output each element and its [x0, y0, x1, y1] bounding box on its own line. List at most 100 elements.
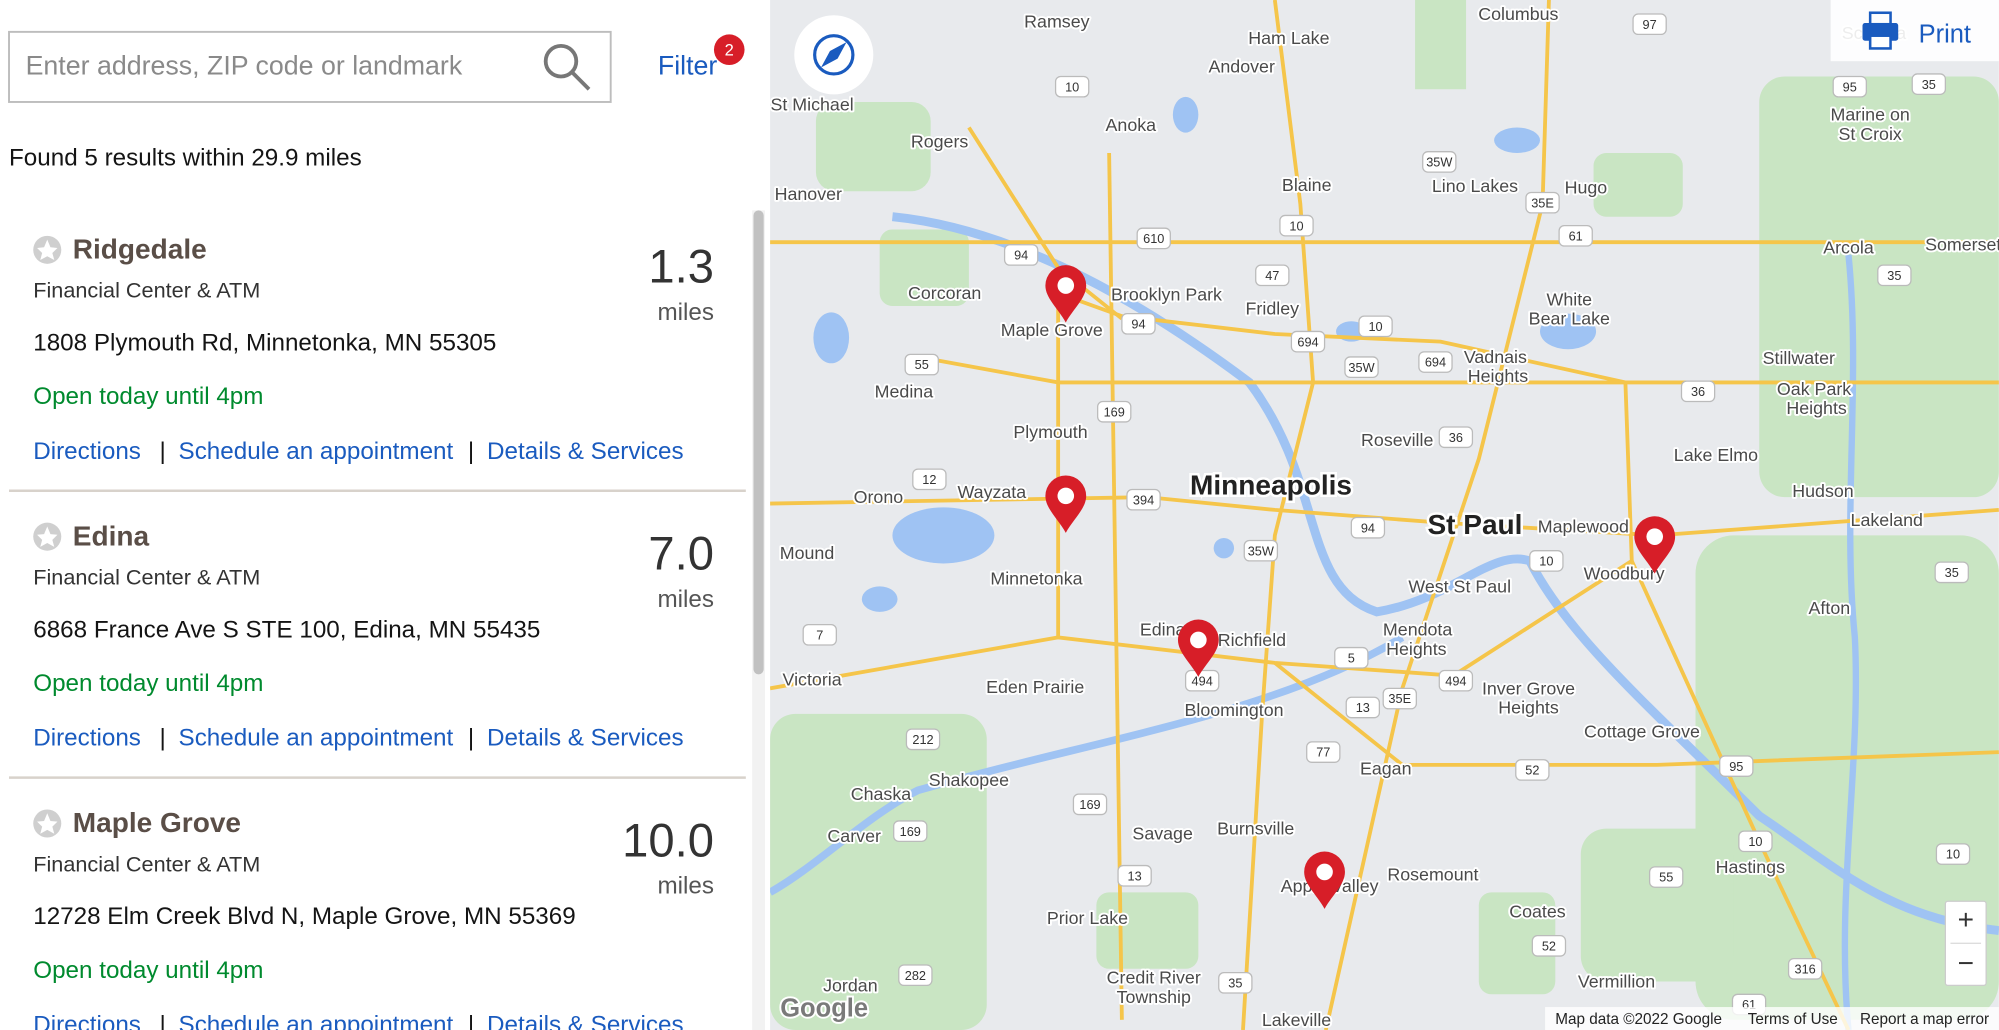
place-label: Medina: [875, 381, 934, 401]
route-shield: [1279, 214, 1314, 237]
place-label: Bear Lake: [1529, 309, 1610, 329]
link-separator: |: [159, 1012, 165, 1030]
route-number: 694: [1297, 334, 1318, 349]
google-logo: Google: [780, 994, 868, 1022]
location-pin[interactable]: [1177, 619, 1219, 677]
pin-dot[interactable]: [1316, 863, 1333, 881]
route-number: 10: [1065, 79, 1079, 94]
location-link[interactable]: Schedule an appointment: [179, 438, 454, 465]
place-label: Carver: [827, 826, 881, 846]
route-shield: [912, 468, 947, 491]
favorite-star-icon[interactable]: [37, 813, 58, 834]
zoom-control[interactable]: + −: [1944, 900, 1987, 987]
route-shield: [1680, 380, 1716, 403]
map[interactable]: [770, 0, 1999, 1030]
place-label: Hanover: [775, 184, 842, 204]
place-label: Plymouth: [1013, 422, 1087, 442]
route-number: 694: [1425, 355, 1446, 370]
location-link[interactable]: Details & Services: [487, 1012, 684, 1030]
route-shield: [1243, 539, 1279, 562]
route-shield: [1832, 75, 1867, 98]
place-label: Hudson: [1792, 481, 1853, 501]
route-shield: [1529, 550, 1564, 572]
route-shield: [1255, 264, 1290, 287]
place-label: Andover: [1208, 56, 1274, 76]
route-number: 394: [1133, 492, 1154, 507]
filter-button[interactable]: Filter: [658, 51, 718, 81]
filter-count: 2: [725, 40, 734, 59]
route-number: 10: [1289, 218, 1303, 233]
place-label: Heights: [1386, 639, 1447, 659]
route-shield: [1738, 830, 1773, 853]
search-placeholder[interactable]: Enter address, ZIP code or landmark: [26, 51, 463, 81]
route-shield: [1934, 561, 1969, 584]
place-label: Anoka: [1106, 115, 1157, 135]
city-label: St Paul: [1427, 509, 1522, 540]
route-number: 35E: [1388, 691, 1411, 706]
place-label: Vadnais: [1464, 347, 1527, 367]
location-address: 12728 Elm Creek Blvd N, Maple Grove, MN …: [33, 903, 575, 930]
location-link[interactable]: Directions: [33, 725, 141, 752]
zoom-in[interactable]: +: [1958, 904, 1974, 935]
place-label: West St Paul: [1408, 576, 1511, 596]
route-number: 10: [1748, 834, 1762, 849]
attribution-text[interactable]: Terms of Use: [1748, 1011, 1838, 1028]
route-shield: [1515, 759, 1550, 781]
location-name[interactable]: Maple Grove: [73, 807, 241, 838]
place-label: Orono: [854, 487, 904, 507]
distance-unit: miles: [657, 873, 714, 900]
place-label: Blaine: [1282, 175, 1332, 195]
route-number: 61: [1569, 228, 1583, 243]
print-button[interactable]: Print: [1830, 0, 1999, 62]
pin-dot[interactable]: [1057, 487, 1075, 505]
route-shield: [1382, 687, 1417, 710]
pin-dot[interactable]: [1646, 528, 1664, 545]
route-number: 169: [900, 824, 921, 839]
print-label[interactable]: Print: [1919, 20, 1971, 48]
place-label: Mound: [780, 543, 835, 563]
location-pin[interactable]: [1045, 475, 1087, 533]
route-number: 55: [915, 357, 929, 372]
place-label: Afton: [1809, 598, 1851, 618]
route-shield: [905, 728, 941, 751]
filter-badge: [713, 34, 745, 66]
place-label: Vermillion: [1578, 972, 1655, 992]
location-link[interactable]: Details & Services: [487, 438, 684, 465]
pin-dot[interactable]: [1190, 631, 1207, 649]
route-shield: [1787, 957, 1823, 980]
place-label: Edina: [1140, 620, 1186, 640]
route-number: 95: [1729, 759, 1743, 774]
location-link[interactable]: Schedule an appointment: [179, 725, 454, 752]
place-label: Heights: [1468, 366, 1529, 386]
favorite-star-icon[interactable]: [37, 526, 58, 547]
pin-dot[interactable]: [1057, 277, 1075, 294]
zoom-out[interactable]: −: [1958, 947, 1974, 978]
location-link[interactable]: Details & Services: [487, 725, 684, 752]
favorite-star-icon[interactable]: [37, 239, 58, 261]
locate-button[interactable]: [794, 15, 874, 95]
route-shield: [1935, 843, 1971, 865]
location-pin[interactable]: [1045, 265, 1087, 323]
place-label: Wayzata: [957, 482, 1026, 502]
route-number: 494: [1192, 673, 1213, 688]
search-icon[interactable]: [543, 43, 591, 91]
search-box[interactable]: [8, 30, 612, 103]
attribution-text[interactable]: Report a map error: [1860, 1011, 1989, 1028]
route-number: 35: [1922, 77, 1936, 92]
route-shield: [1218, 971, 1253, 994]
route-number: 36: [1691, 384, 1705, 399]
route-number: 36: [1449, 430, 1463, 445]
location-name[interactable]: Edina: [73, 520, 150, 551]
route-number: 35W: [1426, 155, 1452, 170]
location-link[interactable]: Directions: [33, 438, 141, 465]
location-name[interactable]: Ridgedale: [73, 234, 207, 265]
attribution-bar: [1545, 1007, 1999, 1030]
place-label: Cottage Grove: [1584, 722, 1700, 742]
location-link[interactable]: Schedule an appointment: [179, 1012, 454, 1030]
route-number: 94: [1014, 248, 1028, 263]
location-link[interactable]: Directions: [33, 1012, 141, 1030]
route-shield: [1345, 696, 1381, 719]
route-shield: [1072, 793, 1108, 816]
scroll-thumb[interactable]: [753, 210, 764, 675]
link-separator: |: [159, 438, 165, 465]
